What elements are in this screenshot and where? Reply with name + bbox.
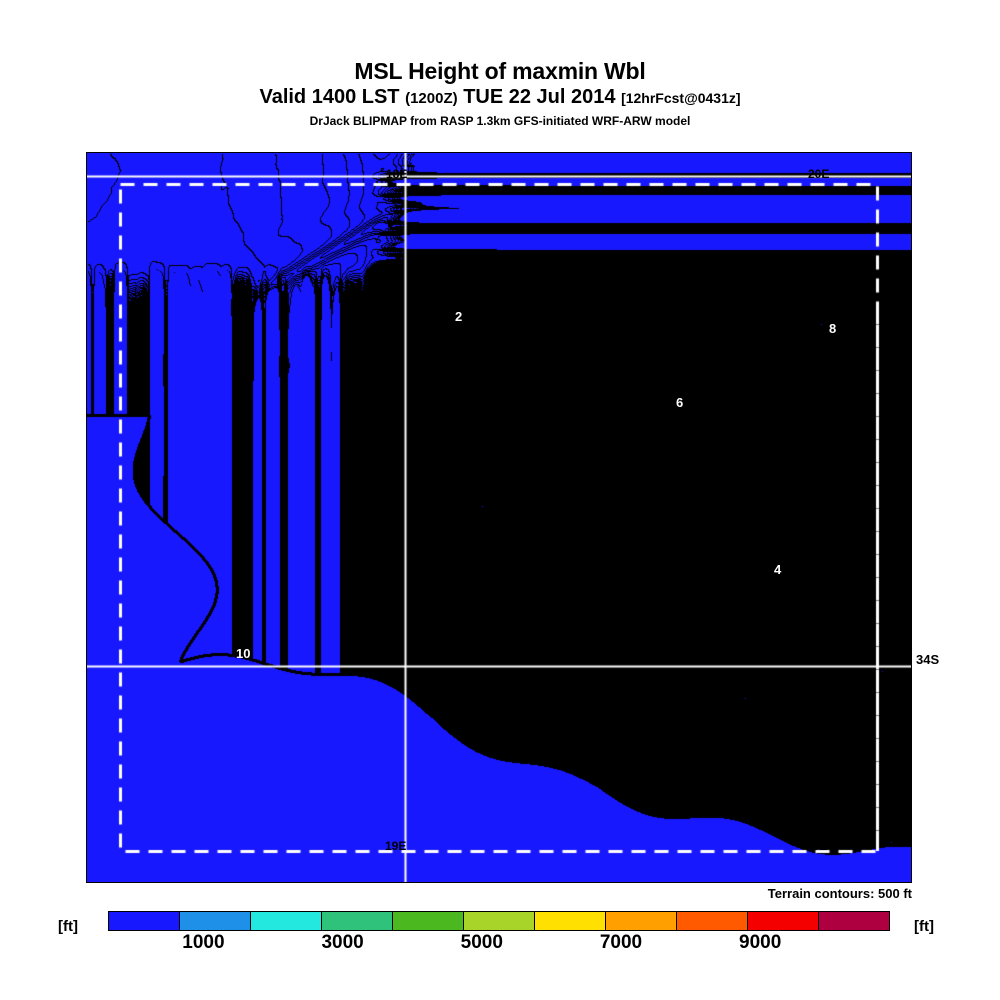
latitude-label-34s: 34S xyxy=(916,652,940,667)
colorbar-segment-5 xyxy=(464,912,535,930)
colorbar-tick-labels: 1000 3000 5000 7000 9000 xyxy=(108,932,890,958)
colorbar-unit-left: [ft] xyxy=(58,918,78,935)
forecast-tag: [12hrFcst@0431z] xyxy=(621,90,741,106)
colorbar-segment-10 xyxy=(819,912,889,930)
colorbar-segment-7 xyxy=(606,912,677,930)
colorbar-segment-2 xyxy=(251,912,322,930)
colorbar-unit-right: [ft] xyxy=(914,918,934,935)
colorbar-segment-8 xyxy=(677,912,748,930)
map-grid-label-20e-840: 20E xyxy=(806,839,828,853)
valid-time-line: Valid 1400 LST (1200Z) TUE 22 Jul 2014 [… xyxy=(0,85,1000,111)
map-value-label-10: 10 xyxy=(236,646,251,661)
valid-date: TUE 22 Jul 2014 xyxy=(463,86,616,108)
colorbar: [ft] [ft] 1000 3000 5000 7000 9000 xyxy=(0,905,1000,965)
page-title: MSL Height of maxmin Wbl xyxy=(354,58,646,84)
chart-title-block: MSL Height of maxmin Wbl Valid 1400 LST … xyxy=(0,58,1000,129)
map-value-label-6: 6 xyxy=(676,395,684,410)
map-value-label-2: 2 xyxy=(455,309,463,324)
map-plot-area[interactable] xyxy=(86,152,912,883)
colorbar-segment-1 xyxy=(180,912,251,930)
colorbar-segment-4 xyxy=(393,912,464,930)
map-value-label-4: 4 xyxy=(774,562,782,577)
colorbar-tick-9000: 9000 xyxy=(739,932,782,953)
colorbar-tick-7000: 7000 xyxy=(599,932,643,953)
map-grid-label-19e-840: 19E xyxy=(385,839,407,853)
msl-height-heatmap-canvas xyxy=(87,153,911,882)
colorbar-gradient xyxy=(108,911,890,931)
colorbar-tick-1000: 1000 xyxy=(182,932,225,953)
terrain-contour-note: Terrain contours: 500 ft xyxy=(767,886,912,901)
model-source-line: DrJack BLIPMAP from RASP 1.3km GFS-initi… xyxy=(309,114,691,128)
map-grid-label-20e-168: 20E xyxy=(808,167,830,181)
colorbar-tick-5000: 5000 xyxy=(460,932,503,953)
colorbar-segment-9 xyxy=(748,912,819,930)
map-value-label-8: 8 xyxy=(829,321,837,336)
map-grid-label-18e-168: 18E xyxy=(386,167,408,181)
colorbar-segment-0 xyxy=(109,912,180,930)
colorbar-tick-3000: 3000 xyxy=(321,932,364,953)
colorbar-segment-3 xyxy=(322,912,393,930)
valid-prefix: Valid 1400 LST xyxy=(259,86,400,108)
valid-utc: (1200Z) xyxy=(405,90,458,107)
colorbar-segment-6 xyxy=(535,912,606,930)
